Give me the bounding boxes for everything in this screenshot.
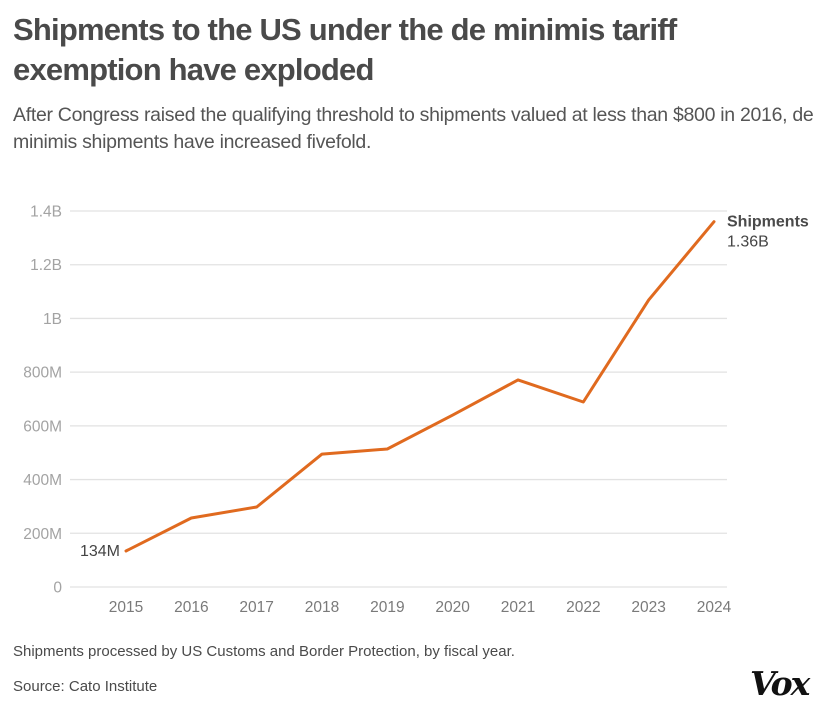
x-tick-label: 2019 [370, 599, 404, 616]
x-tick-label: 2021 [501, 599, 535, 616]
chart-source: Source: Cato Institute [13, 678, 158, 695]
end-value-label: 1.36B [727, 234, 769, 251]
start-value-label: 134M [80, 543, 120, 560]
chart-title: Shipments to the US under the de minimis… [13, 12, 677, 87]
x-tick-label: 2018 [305, 599, 339, 616]
x-tick-label: 2017 [239, 599, 273, 616]
y-tick-label: 1B [43, 311, 62, 328]
y-tick-label: 800M [23, 365, 62, 382]
y-tick-label: 1.4B [30, 204, 62, 221]
chart-note: Shipments processed by US Customs and Bo… [13, 643, 515, 660]
y-tick-label: 0 [53, 580, 62, 597]
x-axis-ticks: 2015 2016 2017 2018 2019 2020 2021 2022 2023 2024 [109, 599, 732, 616]
y-tick-label: 400M [23, 472, 62, 489]
gridlines [70, 210, 727, 588]
x-tick-label: 2015 [109, 599, 143, 616]
y-axis-ticks: 0 200M 400M 600M 800M 1B 1.2B 1.4B [23, 204, 62, 597]
shipments-line [124, 220, 716, 553]
y-tick-label: 600M [23, 418, 62, 435]
x-tick-label: 2024 [697, 599, 732, 616]
x-tick-label: 2020 [435, 599, 470, 616]
series-label: Shipments [727, 214, 809, 231]
vox-logo: Vox [750, 664, 810, 703]
line-chart: 0 200M 400M 600M 800M 1B 1.2B 1.4B 2015 2016 2017… [23, 204, 809, 617]
x-tick-label: 2023 [631, 599, 665, 616]
chart-subtitle: After Congress raised the qualifying thr… [13, 104, 814, 153]
y-tick-label: 1.2B [30, 257, 62, 274]
x-tick-label: 2022 [566, 599, 600, 616]
y-tick-label: 200M [23, 526, 62, 543]
x-tick-label: 2016 [174, 599, 208, 616]
